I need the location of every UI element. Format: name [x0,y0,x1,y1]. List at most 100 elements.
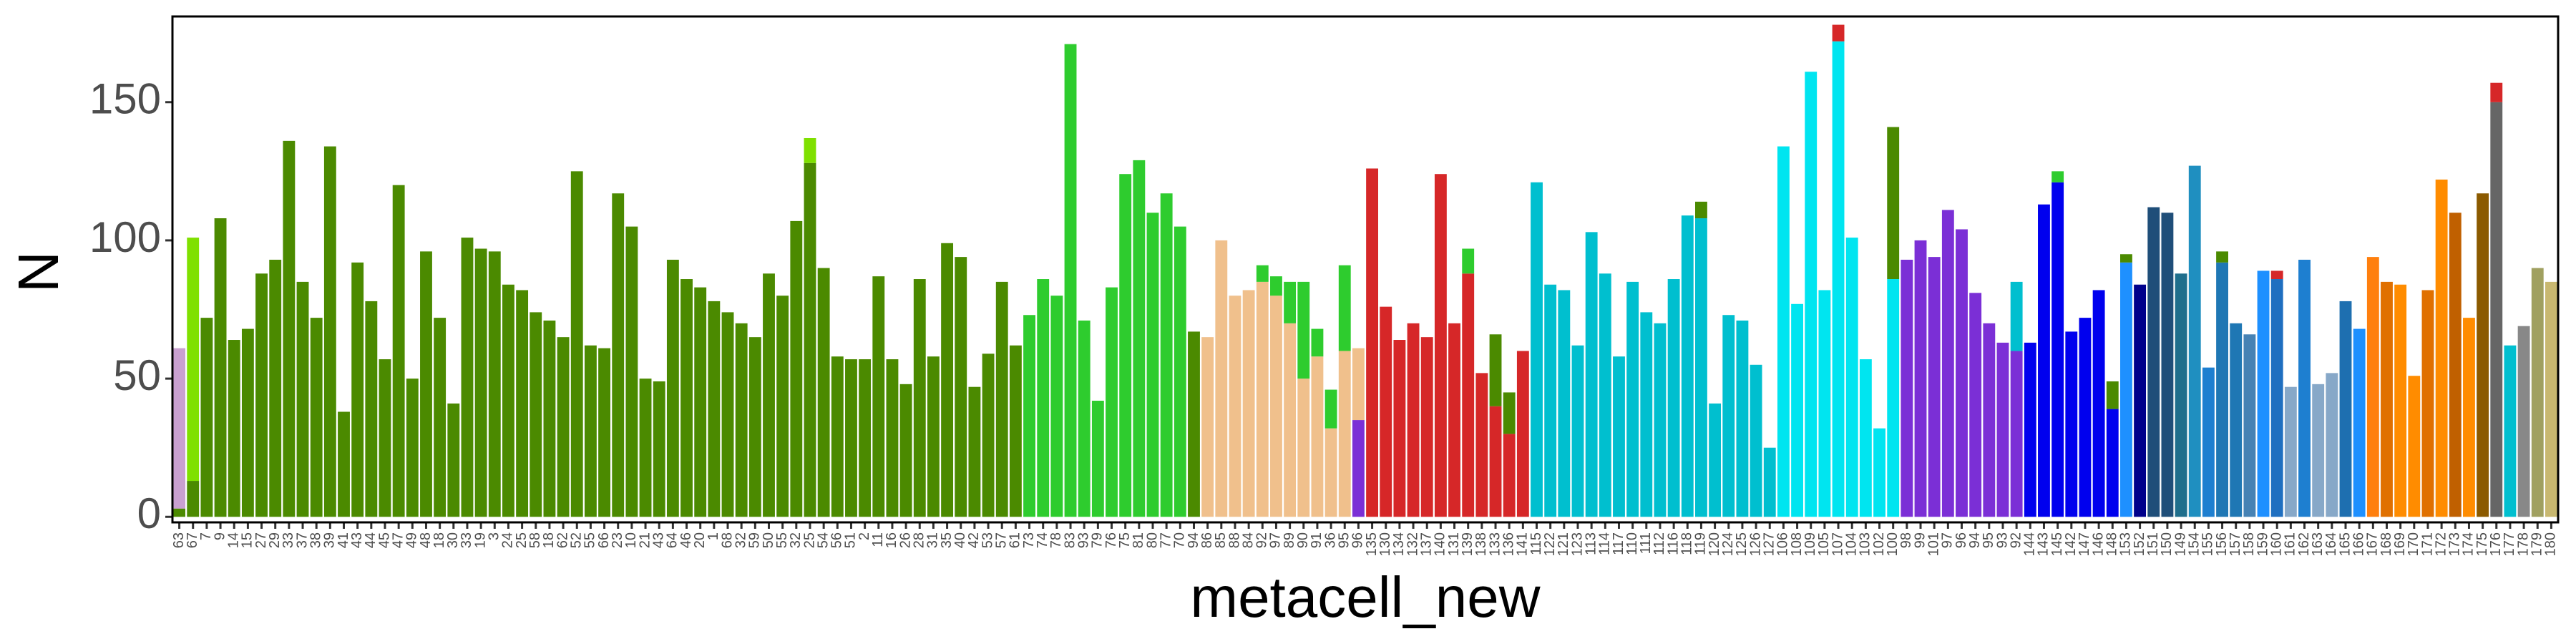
bar-segment [1434,174,1447,517]
bar-segment [530,312,542,517]
x-tick-label: 155 [2200,532,2216,556]
bar-segment [1462,273,1475,517]
x-tick-label: 63 [171,532,187,548]
bar-segment [995,281,1008,517]
bar-segment [187,238,200,482]
bar-segment [1613,356,1625,517]
bar-segment [1722,315,1735,517]
x-tick-label: 32 [733,532,748,548]
bar-segment [2421,290,2434,517]
bar-segment [1174,226,1186,517]
bar-segment [776,296,789,517]
x-tick-label: 18 [431,532,447,548]
x-tick-label: 166 [2351,532,2366,556]
bar-segment [1887,279,1900,517]
bar-segment [2051,182,2064,517]
bar-segment [488,251,501,517]
bar-segment [2381,281,2393,517]
bar-segment [1585,232,1598,517]
bar-segment [365,301,378,517]
bar-segment [1338,265,1351,351]
bar-segment [1366,168,1379,517]
x-tick-label: 164 [2323,532,2339,556]
bar-segment [323,146,336,517]
bar-segment [1654,323,1667,517]
bar-segment [2051,171,2064,182]
bar-segment [1640,312,1653,517]
bar-segment [2106,409,2119,517]
x-tick-label: 67 [185,532,200,548]
bar-segment [2326,373,2338,517]
bar-segment [2449,213,2462,517]
bar-segment [2284,386,2297,517]
bar-segment [899,384,912,517]
bar-segment [612,193,625,517]
bar-segment [1119,174,1132,517]
x-tick-label: 143 [2036,532,2051,556]
bar-segment [1777,146,1790,517]
bar-segment [1709,403,1722,517]
bar-segment [2490,102,2503,517]
x-tick-label: 89 [1282,532,1297,548]
bar-segment [2504,345,2517,517]
x-tick-label: 98 [1898,532,1914,548]
bar-segment [2106,381,2119,409]
bar-segment [2147,207,2160,517]
bar-segment [1983,323,1996,517]
x-tick-label: 148 [2104,532,2120,556]
bar-segment [735,323,748,517]
x-tick-label: 38 [308,532,323,548]
x-tick-label: 119 [1693,532,1709,555]
x-axis-label: metacell_new [1190,565,1540,629]
bar-segment [1448,323,1460,517]
bar-segment [1489,406,1502,517]
bar-segment [2490,82,2503,102]
x-tick-label: 101 [1926,532,1941,556]
x-tick-label: 14 [226,532,242,548]
bar-segment [1503,392,1516,434]
x-tick-label: 168 [2379,532,2394,556]
x-tick-label: 57 [994,532,1010,548]
bar-segment [228,340,240,517]
x-tick-label: 124 [1720,532,1736,556]
x-tick-label: 170 [2406,532,2421,556]
bar-segment [2463,318,2475,517]
x-tick-label: 150 [2159,532,2175,556]
x-tick-label: 94 [1967,532,1983,548]
x-tick-label: 109 [1802,532,1818,556]
x-tick-label: 32 [788,532,804,548]
bar-segment [1091,401,1104,517]
x-tick-label: 20 [692,532,708,548]
x-tick-label: 110 [1624,532,1640,555]
x-tick-label: 136 [1501,532,1516,556]
x-tick-label: 45 [376,532,392,548]
x-tick-label: 158 [2241,532,2257,556]
x-tick-label: 92 [2008,532,2024,548]
bar-segment [1887,127,1900,280]
bar-segment [173,508,186,517]
x-tick-label: 96 [1350,532,1366,548]
x-tick-label: 61 [1008,532,1023,548]
bar-segment [1462,248,1475,274]
bar-segment [680,279,693,517]
x-tick-label: 50 [761,532,776,548]
x-tick-label: 115 [1528,532,1544,555]
bar-segment [406,379,419,517]
bar-segment [173,348,186,509]
bar-segment [2120,254,2132,263]
bar-segment [1338,351,1351,517]
bar-segment [187,481,200,517]
bar-segment [1873,428,1885,517]
x-tick-label: 141 [1515,532,1531,556]
x-tick-label: 114 [1597,532,1613,555]
bar-segment [2270,279,2283,517]
x-tick-label: 177 [2502,532,2517,556]
x-tick-label: 144 [2022,532,2038,556]
x-tick-label: 174 [2461,532,2477,556]
bar-segment [1311,328,1324,357]
bar-segment [543,320,556,517]
bar-segment [1420,337,1433,517]
x-tick-label: 78 [1048,532,1064,548]
bar-segment [625,226,638,517]
x-tick-label: 135 [1364,532,1380,556]
